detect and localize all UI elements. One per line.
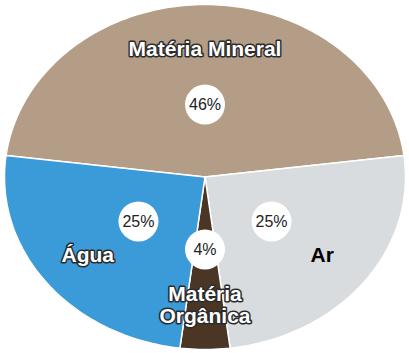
svg-text:25%: 25% (122, 213, 154, 230)
svg-text:25%: 25% (256, 213, 288, 230)
svg-text:Água: Água (62, 243, 115, 266)
svg-text:MatériaOrgânica: MatériaOrgânica (159, 282, 250, 327)
svg-text:4%: 4% (193, 241, 216, 258)
svg-text:46%: 46% (189, 96, 221, 113)
svg-text:Matéria Mineral: Matéria Mineral (129, 37, 282, 60)
svg-text:Ar: Ar (311, 243, 334, 266)
